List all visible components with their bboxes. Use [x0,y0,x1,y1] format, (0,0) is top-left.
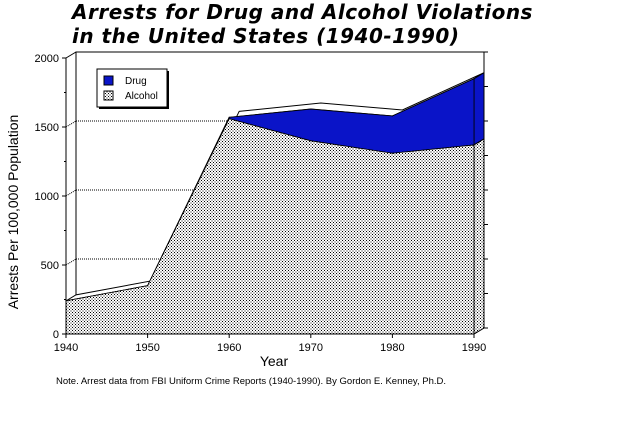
x-tick-label: 1980 [380,342,404,354]
y-axis-ticks: 0 500 1000 1500 2000 [35,53,66,341]
source-note: Note. Arrest data from FBI Uniform Crime… [56,376,447,387]
alcohol-point-1980 [391,152,393,154]
y-tick-label: 0 [53,329,59,341]
x-tick-label: 1950 [135,342,159,354]
alcohol-point-1970 [310,140,312,142]
drug-side-face [473,71,485,146]
x-tick-label: 1960 [217,342,241,354]
chart-title-line-2: in the United States (1940-1990) [72,24,460,48]
chart-title: Arrests for Drug and Alcohol Violations … [72,0,592,48]
x-tick-label: 1970 [299,342,323,354]
y-tick-label: 1000 [35,191,59,203]
plot-areas [65,71,485,335]
alcohol-area [65,118,475,335]
legend-label-drug: Drug [125,76,147,87]
gridline-depth-1500 [65,120,77,128]
y-tick-label: 500 [41,260,59,272]
x-tick-label: 1990 [462,342,486,354]
alcohol-point-1960 [228,118,230,120]
legend: Drug Alcohol [96,68,169,109]
legend-swatch-alcohol [103,90,114,101]
x-axis-ticks: 1940 1950 1960 1970 1980 1990 [54,334,486,354]
alcohol-point-1990 [473,144,475,146]
drug-point-1980 [391,115,393,117]
x-axis-label: Year [260,353,289,369]
alcohol-side-face [473,138,485,335]
gridline-depth-500 [65,258,77,266]
drug-point-1990 [473,78,475,80]
drug-point-1970 [310,108,312,110]
legend-swatch-drug [103,75,114,86]
x-tick-label: 1940 [54,342,78,354]
legend-box [96,68,168,108]
y-tick-label: 1500 [35,122,59,134]
y-axis-label: Arrests Per 100,000 Population [5,115,21,310]
drug-point-1960 [228,116,230,118]
chart-title-line-1: Arrests for Drug and Alcohol Violations [72,0,533,24]
gridline-depth-1000 [65,189,77,197]
depth-edge-top-left [65,51,77,59]
legend-label-alcohol: Alcohol [125,91,158,102]
y-tick-label: 2000 [35,53,59,65]
drug-point-1950 [147,285,149,287]
